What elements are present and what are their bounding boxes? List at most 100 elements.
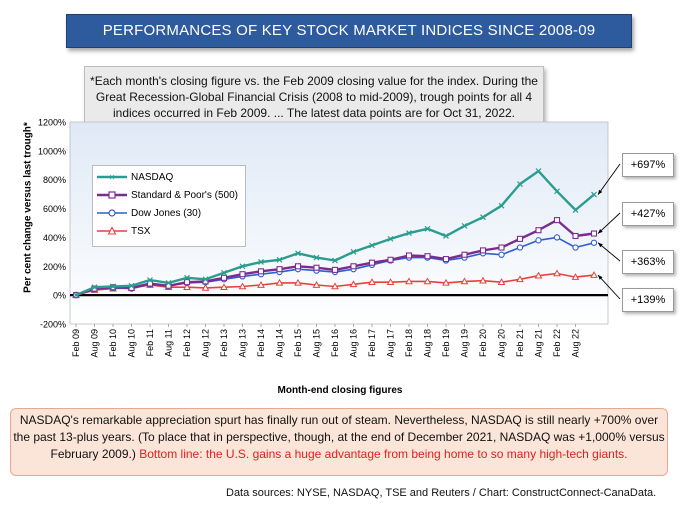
- data-point-tsx: [183, 283, 191, 291]
- data-point-sp500: [553, 217, 561, 224]
- data-point-sp500: [239, 271, 246, 278]
- x-tick-label: Feb 21: [515, 329, 525, 357]
- data-point-nasdaq: [424, 225, 431, 232]
- data-point-tsx: [442, 278, 450, 286]
- data-point-sp500: [276, 266, 283, 273]
- x-tick-label: Feb 17: [367, 329, 377, 357]
- x-tick-label: Aug 19: [460, 329, 470, 358]
- callout-arrowhead-dow: [598, 242, 603, 248]
- data-point-dow: [516, 244, 524, 251]
- data-point-sp500: [572, 232, 579, 240]
- y-tick-label: 1000%: [38, 146, 66, 156]
- x-axis-label: Month-end closing figures: [277, 385, 403, 396]
- legend-item-tsx: TSX: [97, 224, 150, 238]
- data-point-tsx: [423, 277, 432, 285]
- data-point-tsx: [331, 282, 339, 290]
- data-point-nasdaq: [406, 230, 412, 237]
- data-point-tsx: [238, 282, 247, 290]
- callout-tsx: +139%: [622, 288, 674, 312]
- x-tick-label: Aug 17: [386, 329, 396, 358]
- svg-text:×: ×: [109, 173, 115, 183]
- data-point-dow: [498, 251, 505, 258]
- data-point-sp500: [405, 252, 413, 259]
- x-tick-label: Feb 19: [441, 329, 451, 357]
- x-tick-label: Aug 15: [312, 329, 322, 358]
- x-tick-label: Feb 14: [256, 329, 266, 357]
- data-point-nasdaq: [332, 257, 338, 264]
- legend-item-dow: Dow Jones (30): [97, 206, 201, 220]
- data-point-sp500: [220, 274, 228, 281]
- callout-arrowhead-tsx: [598, 275, 603, 280]
- data-point-sp500: [257, 268, 265, 275]
- data-point-nasdaq: [350, 248, 357, 255]
- x-tick-label: Feb 15: [293, 329, 303, 357]
- data-point-nasdaq: [276, 256, 283, 263]
- data-point-nasdaq: [73, 292, 79, 299]
- commentary-text: NASDAQ's remarkable appreciation spurt h…: [13, 413, 665, 461]
- legend-label-dow: Dow Jones (30): [131, 207, 202, 219]
- legend-label-nasdaq: NASDAQ: [131, 171, 174, 183]
- data-point-nasdaq: [110, 283, 116, 290]
- legend-item-nasdaq: × NASDAQ: [97, 170, 173, 184]
- data-point-nasdaq: [128, 282, 135, 289]
- data-point-nasdaq: [554, 188, 560, 195]
- legend-swatch-tsx: [97, 226, 127, 235]
- data-point-dow: [572, 244, 579, 251]
- commentary-box: NASDAQ's remarkable appreciation spurt h…: [10, 408, 668, 476]
- callout-arrow-sp500: [597, 212, 621, 234]
- data-point-nasdaq: [591, 191, 597, 198]
- data-point-tsx: [590, 271, 598, 278]
- x-tick-label: Feb 10: [108, 329, 118, 357]
- data-point-tsx: [405, 277, 413, 285]
- data-point-sp500: [424, 253, 431, 260]
- callout-nasdaq: +697%: [622, 153, 674, 177]
- data-point-sp500: [442, 256, 450, 263]
- x-tick-label: Aug 11: [164, 329, 174, 357]
- data-point-nasdaq: [258, 259, 264, 265]
- data-point-sp500: [294, 263, 302, 270]
- x-tick-label: Feb 11: [145, 329, 155, 356]
- data-point-sp500: [350, 263, 357, 270]
- callout-arrow-tsx: [597, 274, 621, 300]
- footnote-box: *Each month's closing figure vs. the Feb…: [84, 66, 544, 132]
- data-point-sp500: [590, 230, 598, 237]
- data-point-tsx: [479, 276, 487, 284]
- data-point-nasdaq: [202, 276, 209, 283]
- legend-label-tsx: TSX: [131, 225, 151, 237]
- data-point-tsx: [257, 281, 265, 288]
- x-tick-label: Feb 13: [219, 329, 229, 357]
- data-point-nasdaq: [369, 242, 375, 249]
- data-point-sp500: [461, 251, 468, 258]
- data-point-nasdaq: [295, 250, 301, 257]
- x-tick-label: Aug 09: [90, 329, 100, 358]
- x-tick-label: Aug 16: [349, 329, 359, 358]
- data-point-tsx: [571, 273, 580, 280]
- callout-arrow-dow: [597, 242, 621, 262]
- data-point-tsx: [275, 278, 284, 286]
- data-point-tsx: [201, 283, 210, 291]
- callout-sp500: +427%: [622, 202, 674, 226]
- x-tick-label: Aug 18: [423, 329, 433, 358]
- data-point-nasdaq: [147, 277, 153, 283]
- data-point-tsx: [386, 278, 395, 285]
- x-tick-label: Aug 10: [127, 329, 137, 358]
- legend: × NASDAQ Standard & Poor's (500) Dow Jon…: [92, 165, 246, 247]
- x-tick-label: Feb 12: [182, 329, 192, 357]
- data-point-tsx: [349, 280, 358, 288]
- data-point-dow: [553, 234, 561, 241]
- data-point-nasdaq: [184, 274, 190, 281]
- y-tick-label: 400%: [43, 233, 66, 243]
- x-tick-label: Feb 22: [552, 329, 562, 357]
- data-point-sp500: [313, 264, 320, 271]
- data-point-sp500: [479, 247, 487, 254]
- data-point-sp500: [498, 244, 505, 251]
- source-note: Data sources: NYSE, NASDAQ, TSE and Reut…: [226, 487, 657, 499]
- data-point-nasdaq: [239, 263, 246, 270]
- data-point-nasdaq: [165, 279, 172, 286]
- legend-label-sp500: Standard & Poor's (500): [131, 189, 238, 201]
- commentary-highlight: Bottom line: the U.S. gains a huge advan…: [139, 447, 628, 461]
- x-tick-label: Aug 22: [571, 329, 581, 358]
- chart-title: PERFORMANCES OF KEY STOCK MARKET INDICES…: [66, 14, 632, 71]
- data-point-sp500: [387, 256, 394, 263]
- y-tick-label: 800%: [43, 175, 66, 185]
